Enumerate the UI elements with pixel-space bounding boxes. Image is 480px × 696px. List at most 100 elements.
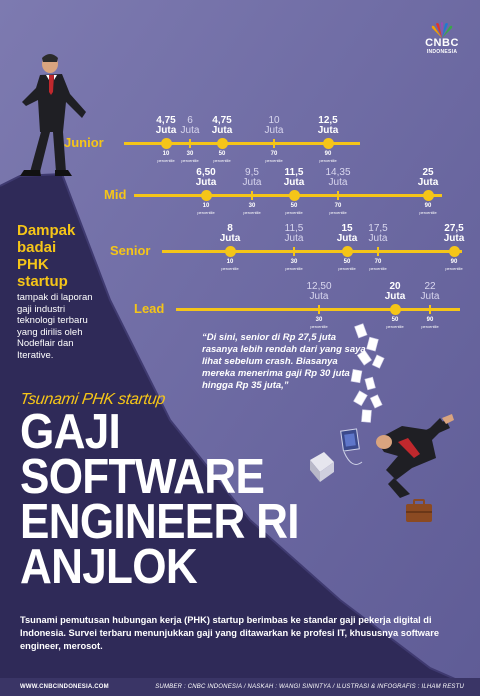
timeline-dot	[322, 138, 334, 149]
salary-amount: 11,5	[284, 223, 304, 234]
percentile-word: percentile	[197, 210, 215, 215]
salary-value: 4,75 Juta	[199, 116, 245, 136]
salary-unit: Juta	[384, 291, 406, 302]
timeline-dot	[216, 138, 228, 149]
salary-unit: Juta	[317, 125, 339, 136]
brand-sub: INDONESIA	[426, 49, 458, 55]
salary-unit: Juta	[420, 291, 440, 302]
timeline-label: Junior	[64, 135, 104, 150]
timeline-dot	[200, 190, 212, 201]
standing-businessman-illustration	[20, 54, 86, 176]
salary-value: 27,5 Juta	[431, 224, 477, 244]
salary-value: 12,5 Juta	[305, 116, 351, 136]
timeline-tick	[273, 139, 275, 148]
percentile-word: percentile	[285, 210, 303, 215]
percentile-word: percentile	[445, 266, 463, 271]
percentile-number: 90	[324, 151, 332, 157]
percentile-number: 30	[315, 317, 323, 323]
salary-value: 22 Juta	[407, 282, 453, 302]
salary-amount: 6	[187, 115, 193, 126]
salary-unit: Juta	[264, 125, 284, 136]
salary-amount: 6,50	[196, 167, 216, 178]
percentile-label: 50 percentile	[274, 203, 314, 215]
salary-value: 9,5 Juta	[229, 168, 275, 188]
percentile-word: percentile	[213, 158, 231, 163]
timeline-dot	[341, 246, 353, 257]
headline-line: ENGINEER RI	[20, 495, 299, 549]
footer-url[interactable]: WWW.CNBCINDONESIA.COM	[20, 684, 109, 690]
percentile-number: 10	[226, 259, 234, 265]
percentile-word: percentile	[243, 210, 261, 215]
headline-line: GAJI	[20, 405, 121, 459]
percentile-label: 70 percentile	[318, 203, 358, 215]
side-title-line: PHK	[17, 256, 49, 273]
salary-value: 14,35 Juta	[315, 168, 361, 188]
salary-amount: 12,50	[306, 281, 332, 292]
percentile-label: 10 percentile	[186, 203, 226, 215]
percentile-word: percentile	[310, 324, 328, 329]
salary-unit: Juta	[283, 177, 305, 188]
salary-value: 11,5 Juta	[271, 168, 317, 188]
percentile-word: percentile	[221, 266, 239, 271]
body-text: Tsunami pemutusan hubungan kerja (PHK) s…	[20, 615, 439, 651]
percentile-number: 50	[391, 317, 399, 323]
percentile-number: 90	[424, 203, 432, 209]
salary-amount: 15	[341, 223, 353, 234]
percentile-label: 30 percentile	[274, 259, 314, 271]
percentile-number: 10	[202, 203, 210, 209]
salary-value: 12,50 Juta	[296, 282, 342, 302]
salary-unit: Juta	[417, 177, 439, 188]
falling-businessman-illustration	[376, 414, 454, 498]
timeline-tick	[251, 191, 253, 200]
salary-amount: 12,5	[318, 115, 338, 126]
percentile-word: percentile	[157, 158, 175, 163]
percentile-label: 70 percentile	[254, 151, 294, 163]
percentile-label: 70 percentile	[358, 259, 398, 271]
timeline-dot	[448, 246, 460, 257]
timeline-tick	[377, 247, 379, 256]
salary-amount: 20	[389, 281, 401, 292]
mountain-slope	[0, 174, 480, 696]
timeline-dot	[160, 138, 172, 149]
salary-amount: 14,35	[325, 167, 351, 178]
timeline-tick	[337, 191, 339, 200]
footer: WWW.CNBCINDONESIA.COM SUMBER : CNBC INDO…	[0, 678, 480, 696]
side-title: Dampak badai PHK startup	[17, 222, 117, 290]
salary-value: 17,5 Juta	[355, 224, 401, 244]
cnbc-logo: CNBC INDONESIA	[420, 22, 464, 55]
salary-amount: 10	[268, 115, 280, 126]
salary-amount: 27,5	[444, 223, 464, 234]
percentile-label: 90 percentile	[408, 203, 448, 215]
salary-value: 6 Juta	[167, 116, 213, 136]
salary-amount: 4,75	[212, 115, 232, 126]
salary-value: 4,75 Juta	[143, 116, 189, 136]
salary-unit: Juta	[155, 125, 177, 136]
salary-value: 11,5 Juta	[271, 224, 317, 244]
side-title-line: Dampak	[17, 222, 76, 239]
percentile-word: percentile	[181, 158, 199, 163]
percentile-word: percentile	[386, 324, 404, 329]
percentile-number: 70	[334, 203, 342, 209]
percentile-word: percentile	[369, 266, 387, 271]
percentile-number: 90	[426, 317, 434, 323]
salary-unit: Juta	[368, 233, 388, 244]
salary-amount: 9,5	[245, 167, 259, 178]
laptop-illustration	[340, 428, 363, 465]
percentile-label: 90 percentile	[308, 151, 348, 163]
side-text: tampak di laporan gaji industri teknolog…	[17, 292, 93, 361]
percentile-label: 50 percentile	[202, 151, 242, 163]
percentile-label: 50 percentile	[327, 259, 367, 271]
salary-value: 20 Juta	[372, 282, 418, 302]
timeline-line	[162, 250, 462, 253]
timeline-label: Senior	[110, 243, 151, 258]
percentile-word: percentile	[329, 210, 347, 215]
headline: GAJI SOFTWARE ENGINEER RI ANJLOK	[20, 405, 299, 592]
falling-papers	[350, 323, 385, 423]
percentile-label: 10 percentile	[210, 259, 250, 271]
percentile-label: 50 percentile	[375, 317, 415, 329]
timeline-dot	[389, 304, 401, 315]
timeline-tick	[318, 305, 320, 314]
salary-unit: Juta	[443, 233, 465, 244]
timeline-dot	[224, 246, 236, 257]
